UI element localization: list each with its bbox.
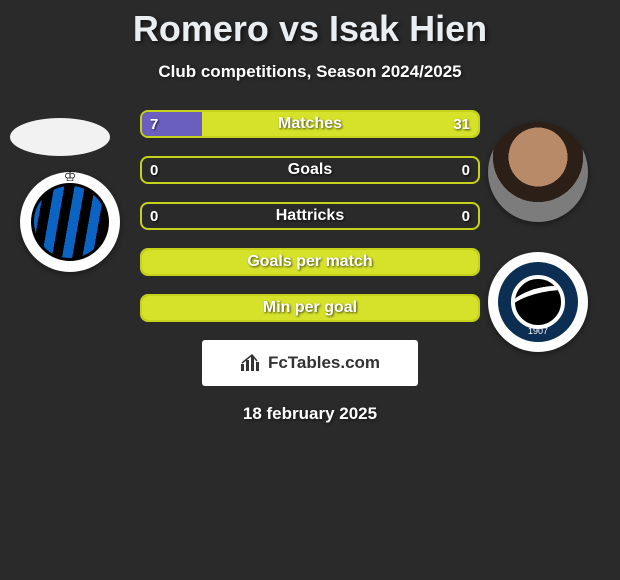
stat-bar-value-right: 0	[462, 162, 470, 179]
comparison-title: Romero vs Isak Hien	[0, 0, 620, 50]
stat-bar-label: Matches	[142, 115, 478, 133]
atalanta-crest: 1907	[488, 252, 588, 352]
stat-bar-hattricks: Hattricks0 0	[140, 202, 480, 230]
crown-icon: ♔	[64, 168, 77, 185]
stat-bars: Matches731Goals00Hattricks00Goals per ma…	[140, 110, 480, 322]
atalanta-crest-inner: 1907	[498, 262, 578, 342]
atalanta-crest-year: 1907	[498, 326, 578, 336]
brand-box: FcTables.com	[202, 340, 418, 386]
club-brugge-crest-inner: ♔	[31, 183, 109, 261]
club-brugge-crest: ♔	[20, 172, 120, 272]
atalanta-crest-wave	[511, 279, 565, 329]
bar-chart-icon	[240, 354, 262, 372]
stat-bar-value-left: 0	[150, 162, 158, 179]
stat-bar-min-per-goal: Min per goal	[140, 294, 480, 322]
stat-bar-value-right: 31	[453, 116, 470, 133]
player2-avatar	[488, 122, 588, 222]
stat-bar-label: Goals	[142, 161, 478, 179]
player1-avatar	[10, 118, 110, 156]
stat-bar-label: Min per goal	[142, 299, 478, 317]
stat-bar-label: Hattricks	[142, 207, 478, 225]
player1-name: Romero	[133, 8, 269, 49]
date: 18 february 2025	[0, 404, 620, 424]
stat-bar-goals-per-match: Goals per match	[140, 248, 480, 276]
subtitle: Club competitions, Season 2024/2025	[0, 62, 620, 82]
player2-name: Isak Hien	[329, 8, 487, 49]
stat-bar-label: Goals per match	[142, 253, 478, 271]
stat-bar-value-left: 7	[150, 116, 158, 133]
stat-bar-value-right: 0	[462, 208, 470, 225]
atalanta-crest-stripe	[511, 275, 565, 329]
stat-bar-matches: Matches7 31	[140, 110, 480, 138]
vs-text: vs	[279, 8, 319, 49]
stat-bar-value-left: 0	[150, 208, 158, 225]
stat-bar-goals: Goals0 0	[140, 156, 480, 184]
brand-text: FcTables.com	[268, 353, 380, 373]
